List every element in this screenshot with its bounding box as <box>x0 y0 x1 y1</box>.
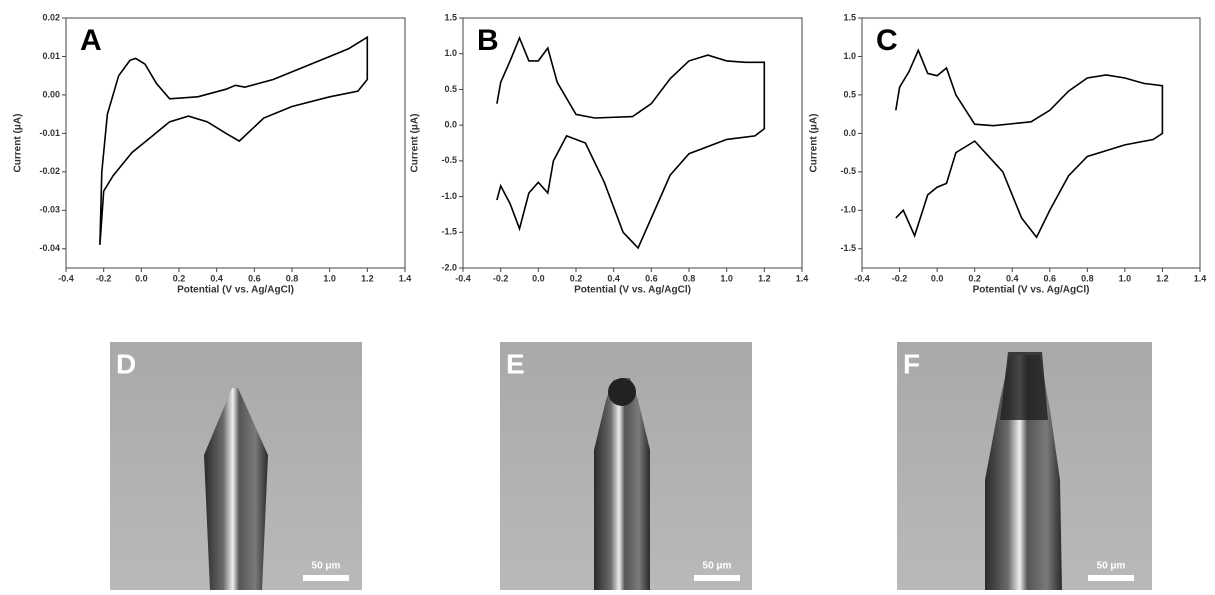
x-tick-label: 0.8 <box>286 273 299 283</box>
x-tick-label: 0.6 <box>645 273 658 283</box>
panel-label: C <box>876 24 898 57</box>
y-tick-label: 0.5 <box>843 89 856 99</box>
cv-curve <box>895 48 1164 239</box>
image-label: D <box>116 348 136 379</box>
y-tick-label: -0.5 <box>441 155 457 165</box>
x-tick-label: -0.4 <box>58 273 74 283</box>
micrograph <box>500 342 752 590</box>
x-tick-label: 1.4 <box>796 273 809 283</box>
y-tick-label: -0.5 <box>840 166 856 176</box>
x-axis-label: Potential (V vs. Ag/AgCl) <box>574 285 691 296</box>
tip-deposit <box>1000 352 1048 420</box>
x-tick-label: 0.4 <box>607 273 620 283</box>
y-tick-label: -1.5 <box>840 243 856 253</box>
x-tick-label: 0.2 <box>570 273 583 283</box>
x-tick-label: 1.4 <box>1194 273 1207 283</box>
y-tick-label: -0.03 <box>39 205 60 215</box>
y-axis-label: Current (μA) <box>410 114 421 173</box>
plot-frame <box>462 17 803 269</box>
x-tick-label: 0.0 <box>532 273 545 283</box>
y-tick-label: -1.0 <box>441 191 457 201</box>
scale-bar-label: 50 μm <box>703 561 732 572</box>
y-tick-label: 1.0 <box>843 51 856 61</box>
x-tick-label: 1.2 <box>758 273 771 283</box>
x-tick-label: 0.0 <box>135 273 148 283</box>
tip-deposit <box>608 378 636 406</box>
x-tick-label: 1.0 <box>323 273 336 283</box>
x-tick-label: -0.4 <box>854 273 870 283</box>
y-tick-label: -2.0 <box>441 262 457 272</box>
scale-bar-label: 50 μm <box>312 561 341 572</box>
x-tick-label: 0.6 <box>1044 273 1057 283</box>
image-label: E <box>506 348 525 379</box>
y-tick-label: -1.5 <box>441 227 457 237</box>
image-label: F <box>903 348 920 379</box>
panel-label: A <box>80 24 102 57</box>
x-tick-label: 0.2 <box>968 273 981 283</box>
y-tick-label: -0.02 <box>39 166 60 176</box>
y-tick-label: 1.5 <box>843 12 856 22</box>
x-tick-label: 0.8 <box>1081 273 1094 283</box>
x-tick-label: 0.8 <box>683 273 696 283</box>
cv-curve <box>99 35 369 245</box>
x-tick-label: 1.0 <box>1119 273 1132 283</box>
x-tick-label: -0.4 <box>455 273 471 283</box>
scale-bar <box>694 575 740 581</box>
x-tick-label: 0.4 <box>1006 273 1019 283</box>
x-tick-label: 1.2 <box>361 273 374 283</box>
pipette <box>204 388 268 590</box>
cv-curve <box>496 35 766 250</box>
x-tick-label: 1.0 <box>720 273 733 283</box>
x-tick-label: 0.6 <box>248 273 261 283</box>
micrograph <box>110 342 362 590</box>
y-tick-label: -1.0 <box>840 205 856 215</box>
micrograph <box>897 342 1152 590</box>
x-tick-label: 0.4 <box>210 273 223 283</box>
x-tick-label: 0.0 <box>931 273 944 283</box>
panel-label: B <box>477 24 499 57</box>
y-tick-label: 1.5 <box>444 12 457 22</box>
scale-bar <box>303 575 349 581</box>
y-tick-label: -0.04 <box>39 243 60 253</box>
x-tick-label: -0.2 <box>96 273 112 283</box>
scale-bar-label: 50 μm <box>1097 561 1126 572</box>
y-axis-label: Current (μA) <box>809 114 820 173</box>
y-tick-label: 0.02 <box>42 12 60 22</box>
scale-bar <box>1088 575 1134 581</box>
x-axis-label: Potential (V vs. Ag/AgCl) <box>177 285 294 296</box>
x-tick-label: 0.2 <box>173 273 186 283</box>
y-tick-label: 0.0 <box>843 128 856 138</box>
plot-frame <box>65 17 406 269</box>
y-tick-label: 0.0 <box>444 120 457 130</box>
y-tick-label: 0.00 <box>42 89 60 99</box>
x-axis-label: Potential (V vs. Ag/AgCl) <box>973 285 1090 296</box>
plot-frame <box>861 17 1201 269</box>
y-axis-label: Current (μA) <box>13 114 24 173</box>
x-tick-label: 1.4 <box>399 273 412 283</box>
x-tick-label: -0.2 <box>892 273 908 283</box>
y-tick-label: 0.5 <box>444 84 457 94</box>
x-tick-label: 1.2 <box>1156 273 1169 283</box>
pipette <box>594 378 650 590</box>
y-tick-label: -0.01 <box>39 128 60 138</box>
x-tick-label: -0.2 <box>493 273 509 283</box>
y-tick-label: 1.0 <box>444 48 457 58</box>
y-tick-label: 0.01 <box>42 51 60 61</box>
